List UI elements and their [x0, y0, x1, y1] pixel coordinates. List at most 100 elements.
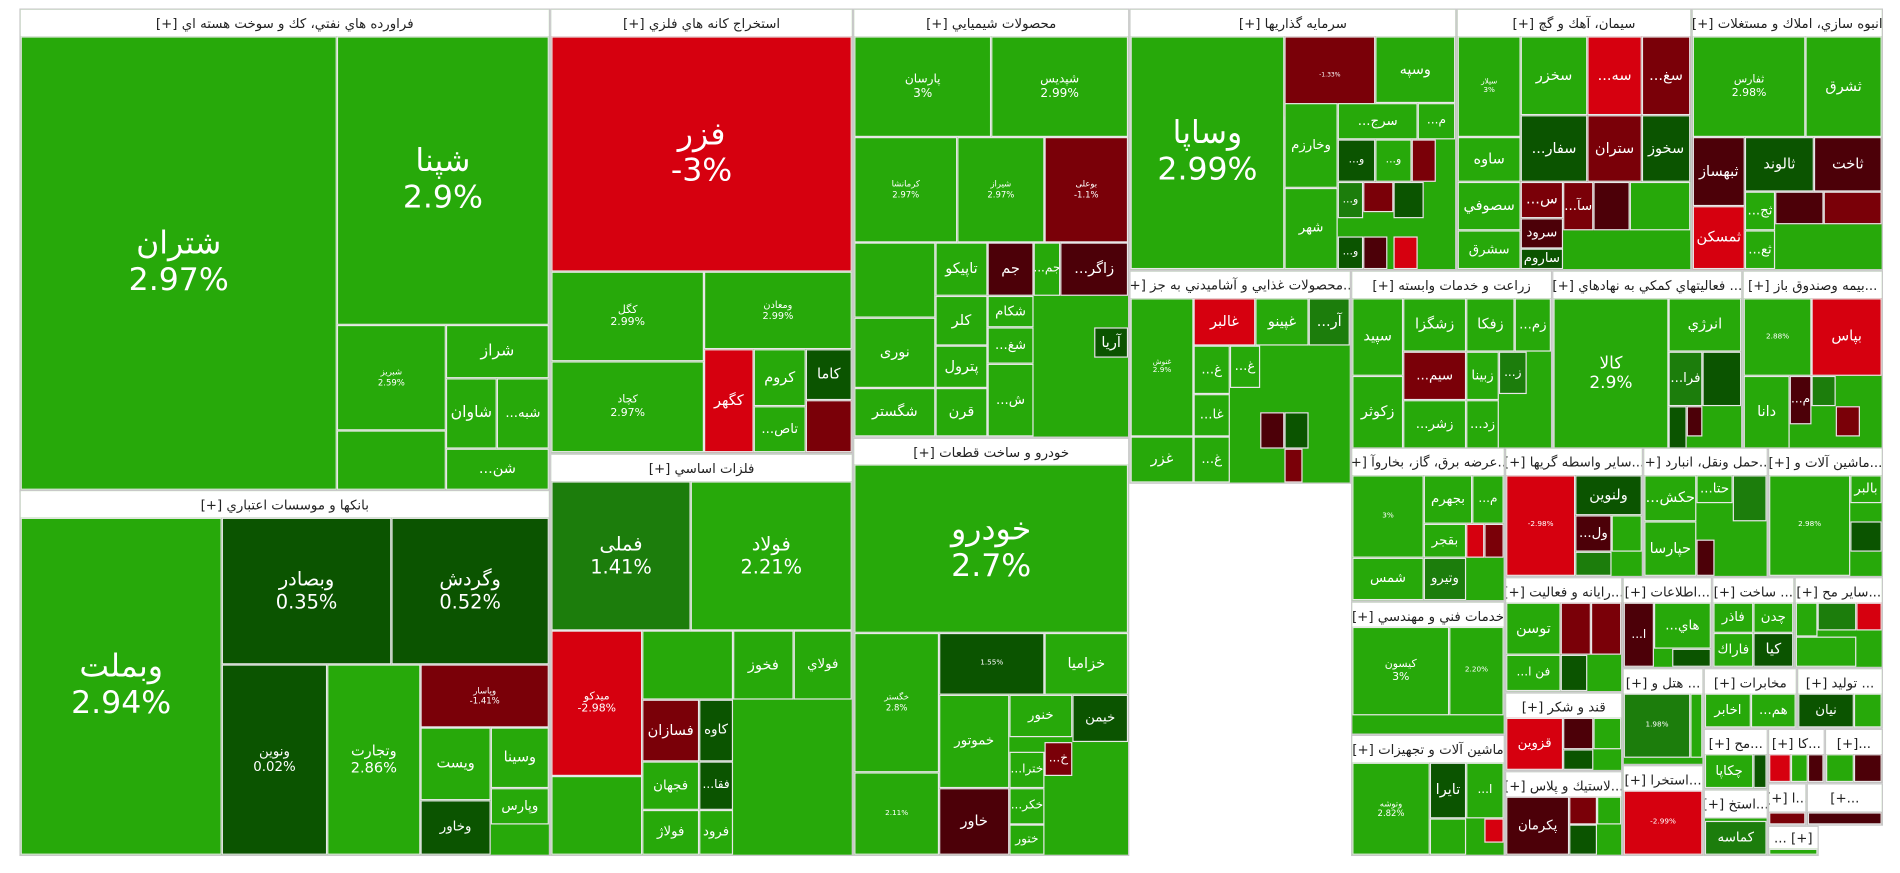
sector-header-expand[interactable]: [+] ...: [1769, 826, 1818, 850]
stock-tile[interactable]: -1.33%: [1284, 36, 1376, 117]
stock-tile[interactable]: سشرق: [1457, 230, 1521, 270]
stock-tile[interactable]: -2.98%: [1506, 475, 1576, 576]
stock-tile[interactable]: ثفارس 2.98%: [1692, 36, 1806, 138]
stock-tile[interactable]: [1569, 796, 1598, 825]
stock-tile[interactable]: [1853, 754, 1882, 783]
stock-tile[interactable]: [1811, 375, 1836, 407]
stock-tile[interactable]: وتجارت 2.86%: [327, 664, 421, 855]
stock-tile[interactable]: شکام: [987, 295, 1034, 328]
stock-tile[interactable]: وساپا 2.99%: [1130, 36, 1285, 270]
stock-tile[interactable]: تاپیکو: [935, 242, 988, 296]
stock-tile[interactable]: فاراك: [1713, 632, 1754, 667]
stock-tile[interactable]: جم: [987, 242, 1034, 296]
stock-tile[interactable]: [1429, 818, 1467, 855]
stock-tile[interactable]: [854, 242, 936, 318]
sector-header-expand[interactable]: ...ا [+]: [1769, 784, 1806, 813]
stock-tile[interactable]: [1702, 351, 1742, 407]
stock-tile[interactable]: بجهرم: [1423, 475, 1473, 524]
stock-tile[interactable]: ثمسکن: [1692, 206, 1745, 270]
stock-tile[interactable]: [1560, 654, 1588, 692]
stock-tile[interactable]: ...هاي: [1653, 602, 1711, 649]
stock-tile[interactable]: ...غ: [1193, 345, 1230, 395]
stock-tile[interactable]: ...خترا: [1009, 751, 1045, 789]
stock-tile[interactable]: [642, 630, 734, 700]
stock-tile[interactable]: کگل 2.99%: [551, 271, 704, 362]
stock-tile[interactable]: [1790, 754, 1808, 783]
stock-tile[interactable]: [1769, 812, 1806, 825]
stock-tile[interactable]: قرن: [935, 388, 988, 437]
sector-header-expand[interactable]: ...+]: [1807, 784, 1882, 813]
stock-tile[interactable]: ثبهساز: [1692, 137, 1745, 207]
stock-tile[interactable]: قزوین: [1506, 717, 1564, 770]
stock-tile[interactable]: سصوفي: [1457, 181, 1521, 231]
stock-tile[interactable]: وبملت 2.94%: [20, 517, 222, 855]
stock-tile[interactable]: کاوه: [699, 699, 734, 762]
stock-tile[interactable]: [1775, 191, 1824, 225]
sector-header-expand[interactable]: ...محصولات غذايي و آشاميدني به جز [+]: [1130, 271, 1350, 300]
stock-tile[interactable]: فزر -3%: [551, 36, 852, 272]
stock-tile[interactable]: [1853, 693, 1882, 728]
stock-tile[interactable]: ...فرا: [1668, 351, 1703, 407]
stock-tile[interactable]: 2.88%: [1743, 298, 1812, 376]
stock-tile[interactable]: ...م: [1417, 103, 1456, 140]
stock-tile[interactable]: فرود: [699, 809, 734, 855]
sector-header-expand[interactable]: ...ساير واسطه گريها [+]: [1506, 448, 1642, 477]
stock-tile[interactable]: ...خکر: [1009, 788, 1045, 825]
stock-tile[interactable]: زکوثر: [1352, 375, 1404, 449]
stock-tile[interactable]: ثالوند: [1744, 137, 1814, 192]
stock-tile[interactable]: [1569, 824, 1598, 855]
sector-header-expand[interactable]: ... فعاليتهاي كمكي به نهادهاي [+]: [1553, 271, 1742, 300]
stock-tile[interactable]: فجهان: [642, 761, 700, 810]
stock-tile[interactable]: فولاد 2.21%: [690, 481, 852, 631]
sector-header-expand[interactable]: استخراج كانه هاي فلزي [+]: [551, 9, 852, 38]
stock-tile[interactable]: زفکا: [1466, 298, 1515, 352]
sector-header-expand[interactable]: محصولات شيميايي [+]: [854, 9, 1129, 38]
stock-tile[interactable]: [1560, 602, 1591, 655]
stock-tile[interactable]: سخزر: [1520, 36, 1588, 116]
stock-tile[interactable]: ...تاص: [753, 406, 806, 453]
stock-tile[interactable]: [1597, 796, 1622, 825]
stock-tile[interactable]: [1590, 602, 1622, 655]
stock-tile[interactable]: غالبر: [1193, 298, 1256, 346]
stock-tile[interactable]: ...فن ا: [1506, 654, 1561, 692]
stock-tile[interactable]: [1690, 693, 1703, 758]
stock-tile[interactable]: ...م: [1472, 475, 1504, 524]
stock-tile[interactable]: ...جم: [1033, 242, 1061, 296]
stock-tile[interactable]: اخابر: [1704, 693, 1751, 728]
stock-tile[interactable]: ختور: [1009, 824, 1045, 855]
stock-tile[interactable]: تایرا: [1429, 762, 1467, 819]
stock-tile[interactable]: ...زم: [1514, 298, 1551, 352]
stock-tile[interactable]: وتیرو: [1423, 557, 1467, 601]
stock-tile[interactable]: خگستر 2.8%: [854, 632, 940, 773]
stock-tile[interactable]: شپدیس 2.99%: [991, 36, 1129, 138]
stock-tile[interactable]: [1260, 412, 1285, 449]
stock-tile[interactable]: خیمن: [1072, 694, 1129, 743]
stock-tile[interactable]: ...هم: [1750, 693, 1796, 728]
stock-tile[interactable]: ...حکش: [1644, 475, 1697, 522]
stock-tile[interactable]: ...غ: [1229, 345, 1261, 388]
sector-header-expand[interactable]: ... هتل و [+]: [1623, 669, 1703, 698]
stock-tile[interactable]: ...ا: [1466, 762, 1504, 819]
stock-tile[interactable]: ثاخت: [1813, 137, 1882, 192]
stock-tile[interactable]: [1769, 848, 1818, 855]
stock-tile[interactable]: کیا: [1753, 632, 1794, 667]
stock-tile[interactable]: کاما: [805, 349, 852, 401]
stock-tile[interactable]: [1795, 602, 1818, 637]
sector-header-expand[interactable]: سيمان، آهك و گچ [+]: [1457, 9, 1691, 38]
stock-tile[interactable]: سپید: [1352, 298, 1404, 376]
stock-tile[interactable]: سیلار 3%: [1457, 36, 1521, 138]
stock-tile[interactable]: غپینو: [1255, 298, 1309, 346]
stock-tile[interactable]: ...ثع: [1744, 230, 1776, 270]
stock-tile[interactable]: چدن: [1753, 602, 1794, 633]
stock-tile[interactable]: وبصادر 0.35%: [221, 517, 392, 665]
stock-tile[interactable]: زبینا: [1466, 351, 1499, 401]
stock-tile[interactable]: ...غا: [1193, 394, 1230, 437]
stock-tile[interactable]: ونوین 0.02%: [221, 664, 328, 855]
stock-tile[interactable]: [805, 400, 852, 453]
stock-tile[interactable]: ومعادن 2.99%: [703, 271, 852, 350]
stock-tile[interactable]: ...فقا: [699, 761, 734, 810]
stock-tile[interactable]: کیسون 3%: [1352, 626, 1450, 716]
stock-tile[interactable]: سرود: [1520, 218, 1564, 249]
stock-tile[interactable]: [1835, 406, 1860, 437]
stock-tile[interactable]: وپاسار -1.41%: [420, 664, 549, 728]
